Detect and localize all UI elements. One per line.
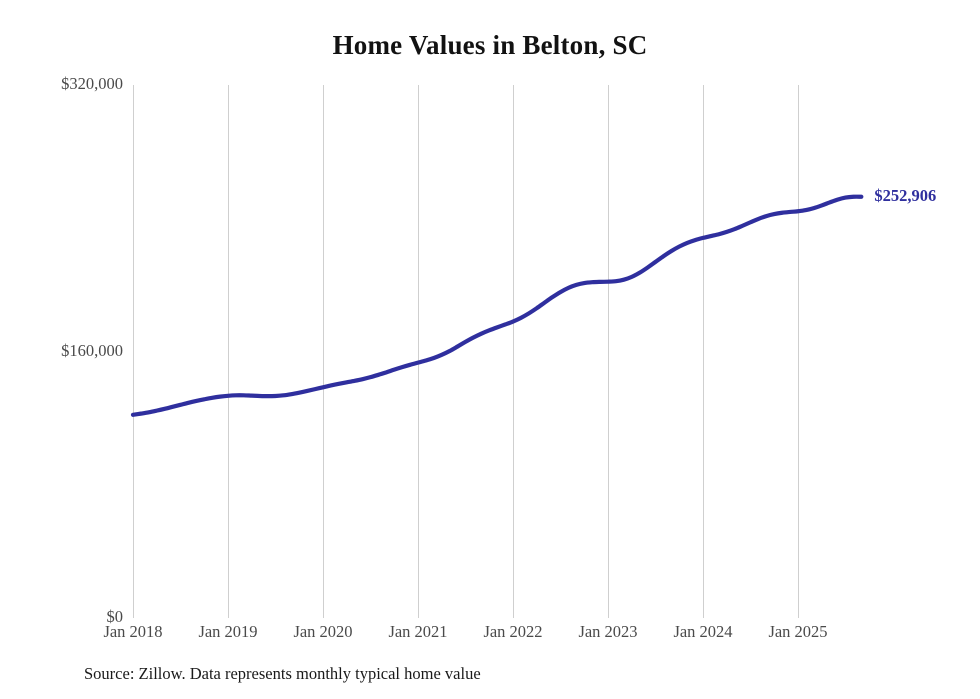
home-value-series-line (130, 194, 864, 417)
x-tick-label-jan-2025: Jan 2025 (768, 622, 828, 641)
y-axis-tick-labels: $320,000 $160,000 $0 (0, 0, 123, 699)
chart-title: Home Values in Belton, SC (332, 30, 648, 60)
x-tick-label-jan-2023: Jan 2023 (578, 622, 638, 641)
end-value-annotation: $252,906 (874, 185, 937, 205)
x-tick-label-jan-2022: Jan 2022 (483, 622, 543, 641)
x-tick-label-jan-2024: Jan 2024 (673, 622, 733, 641)
series-line-svg (130, 194, 864, 417)
source-note: Source: Zillow. Data represents monthly … (84, 664, 481, 683)
plot-area (130, 85, 873, 618)
y-tick-label-0: $0 (106, 607, 124, 626)
x-tick-label-jan-2019: Jan 2019 (198, 622, 258, 641)
gridline-jan-2019 (228, 85, 229, 618)
gridline-jan-2023 (608, 85, 609, 618)
gridline-jan-2024 (703, 85, 704, 618)
gridline-jan-2025 (798, 85, 799, 618)
gridline-jan-2022 (513, 85, 514, 618)
y-tick-label-160000: $160,000 (61, 340, 123, 360)
gridline-jan-2018 (133, 85, 134, 618)
y-tick-label-320000: $320,000 (61, 74, 123, 93)
gridline-jan-2021 (418, 85, 419, 618)
gridline-jan-2020 (323, 85, 324, 618)
x-tick-label-jan-2018: Jan 2018 (103, 622, 163, 641)
x-tick-label-jan-2021: Jan 2021 (388, 622, 448, 641)
x-tick-label-jan-2020: Jan 2020 (293, 622, 353, 641)
